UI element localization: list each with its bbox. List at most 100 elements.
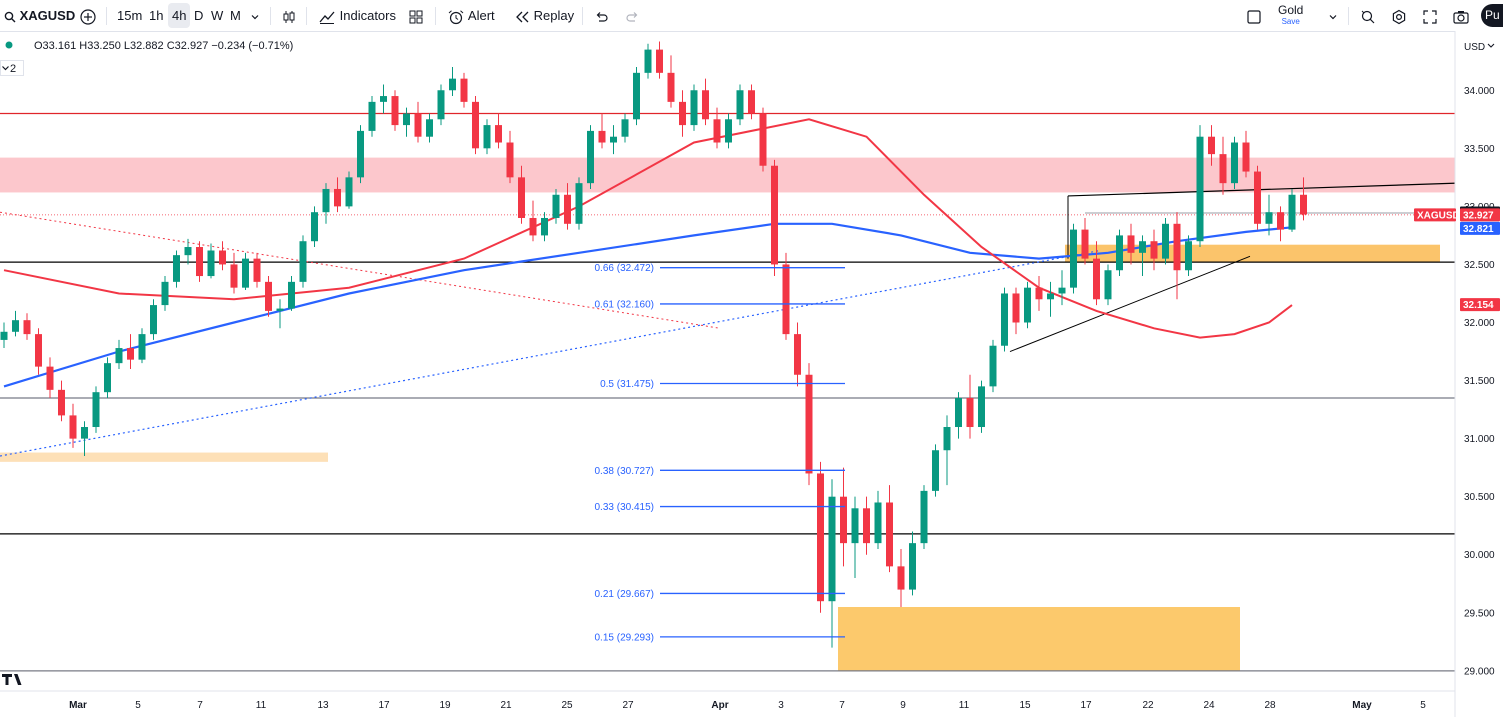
candle-body (242, 258, 249, 288)
fib-level-label: 0.15 (29.293) (595, 632, 655, 643)
time-tick-label: 13 (317, 700, 329, 711)
time-axis[interactable]: Mar 5 7 11 13 17 19 21 25 27 Apr 3 7 9 11 15 17 22 24 28 May… (0, 690, 1455, 711)
candle-body (92, 392, 100, 428)
candle-body (759, 113, 767, 166)
candle-body (920, 490, 928, 544)
candle-body (299, 241, 307, 282)
candle-body (966, 397, 974, 428)
time-tick-label: 11 (256, 700, 267, 711)
candle-body (403, 113, 410, 126)
interval-w[interactable]: W (211, 8, 224, 23)
snapshot-button[interactable] (1452, 0, 1470, 31)
time-tick-label: 24 (1203, 700, 1215, 711)
candle-body (644, 49, 652, 73)
interval-1h[interactable]: 1h (149, 8, 164, 23)
candle-body (794, 334, 801, 375)
time-tick-label: Mar (69, 700, 87, 711)
candle-body (1081, 229, 1089, 259)
candle-body (1219, 154, 1227, 184)
candle-body (483, 125, 491, 149)
zone-1 (1065, 244, 1440, 263)
time-tick-label: 21 (500, 700, 512, 711)
compare-symbol-button[interactable] (80, 0, 96, 31)
time-tick-label: 19 (439, 700, 451, 711)
price-tick-label: 32.000 (1464, 318, 1495, 329)
candle-body (173, 255, 180, 282)
candle-body (1035, 287, 1043, 300)
candle-body (748, 90, 755, 114)
series-visibility-dot[interactable] (4, 40, 26, 54)
candle-body (1150, 241, 1158, 259)
candle-body (656, 49, 663, 73)
zone-0 (0, 157, 1455, 193)
camera-icon (1453, 10, 1469, 24)
candle-body (345, 177, 353, 207)
plus-circle-icon (80, 8, 96, 25)
candle-body (115, 348, 123, 364)
indicators-label: Indicators (339, 8, 396, 23)
candle-body (690, 90, 698, 126)
candle-body (1242, 142, 1250, 172)
layout-menu[interactable]: Gold Save (1278, 4, 1303, 28)
layouts-button[interactable] (408, 0, 424, 31)
price-chart[interactable]: 0.66 (32.472) 0.61 (32.160) 0.5 (31.475) 0.… (0, 31, 1503, 717)
candle-body (81, 427, 88, 439)
time-tick-label: 25 (561, 700, 573, 711)
legend-collapse-button[interactable]: 2 (0, 60, 24, 76)
layout-dropdown[interactable] (1328, 0, 1338, 31)
candle-body (1127, 235, 1135, 253)
dotted-red-trendline (0, 211, 721, 329)
fib-level-label: 0.5 (31.475) (600, 379, 654, 390)
time-tick-label: 15 (1019, 700, 1031, 711)
candle-body (368, 101, 376, 131)
interval-d[interactable]: D (194, 8, 204, 23)
candle-body (495, 125, 502, 143)
candle-body (311, 212, 318, 242)
time-tick-label: 22 (1142, 700, 1154, 711)
fullscreen-button[interactable] (1422, 0, 1438, 31)
candle-body (207, 250, 215, 277)
replay-button[interactable]: Replay (514, 0, 574, 31)
symbol-price-tag: XAGUSD (1417, 210, 1460, 221)
publish-button[interactable]: Pu (1481, 4, 1503, 27)
candle-body (1288, 194, 1296, 230)
red-ma-price-tag: 32.154 (1463, 300, 1494, 311)
interval-dropdown[interactable] (250, 0, 260, 31)
candle-body (863, 508, 870, 544)
candle-body (1300, 194, 1307, 215)
candle-body (437, 90, 445, 120)
candle-body (828, 496, 836, 602)
alert-button[interactable]: Alert (447, 0, 495, 31)
candle-body (874, 502, 882, 544)
interval-4h[interactable]: 4h (168, 3, 191, 28)
chart-type-button[interactable] (281, 0, 297, 31)
candle-body (253, 258, 261, 282)
candle-body (426, 119, 433, 137)
candle-body (104, 363, 111, 393)
candle-body (138, 334, 146, 360)
top-toolbar: XAGUSD 15m 1h 4h D W M Indicators Alert … (0, 0, 1503, 32)
price-axis[interactable]: USD34.00033.50033.00032.50032.00031.5003… (1414, 31, 1503, 717)
candle-body (909, 543, 916, 590)
undo-button[interactable] (594, 0, 608, 31)
quick-search-button[interactable] (1360, 0, 1376, 31)
candle-body (851, 508, 859, 544)
interval-15m[interactable]: 15m (117, 8, 143, 23)
candle-body (932, 450, 939, 491)
interval-m[interactable]: M (230, 8, 241, 23)
gear-icon (1392, 9, 1406, 24)
symbol-search-button[interactable]: XAGUSD (4, 0, 75, 31)
redo-button[interactable] (626, 0, 640, 31)
candle-body (955, 397, 962, 428)
price-tick-label: 31.500 (1464, 376, 1495, 387)
time-tick-label: 9 (900, 700, 906, 711)
candle-body (713, 119, 721, 143)
fib-level-label: 0.61 (32.160) (595, 299, 655, 310)
chevron-down-icon (1329, 14, 1337, 19)
settings-button[interactable] (1391, 0, 1407, 31)
redo-icon (626, 11, 638, 22)
plot-area[interactable]: 0.66 (32.472) 0.61 (32.160) 0.5 (31.475) 0.… (0, 41, 1458, 685)
candle-body (196, 247, 203, 277)
indicators-button[interactable]: Indicators (318, 0, 396, 31)
fullscreen-toggle[interactable] (1246, 0, 1262, 31)
